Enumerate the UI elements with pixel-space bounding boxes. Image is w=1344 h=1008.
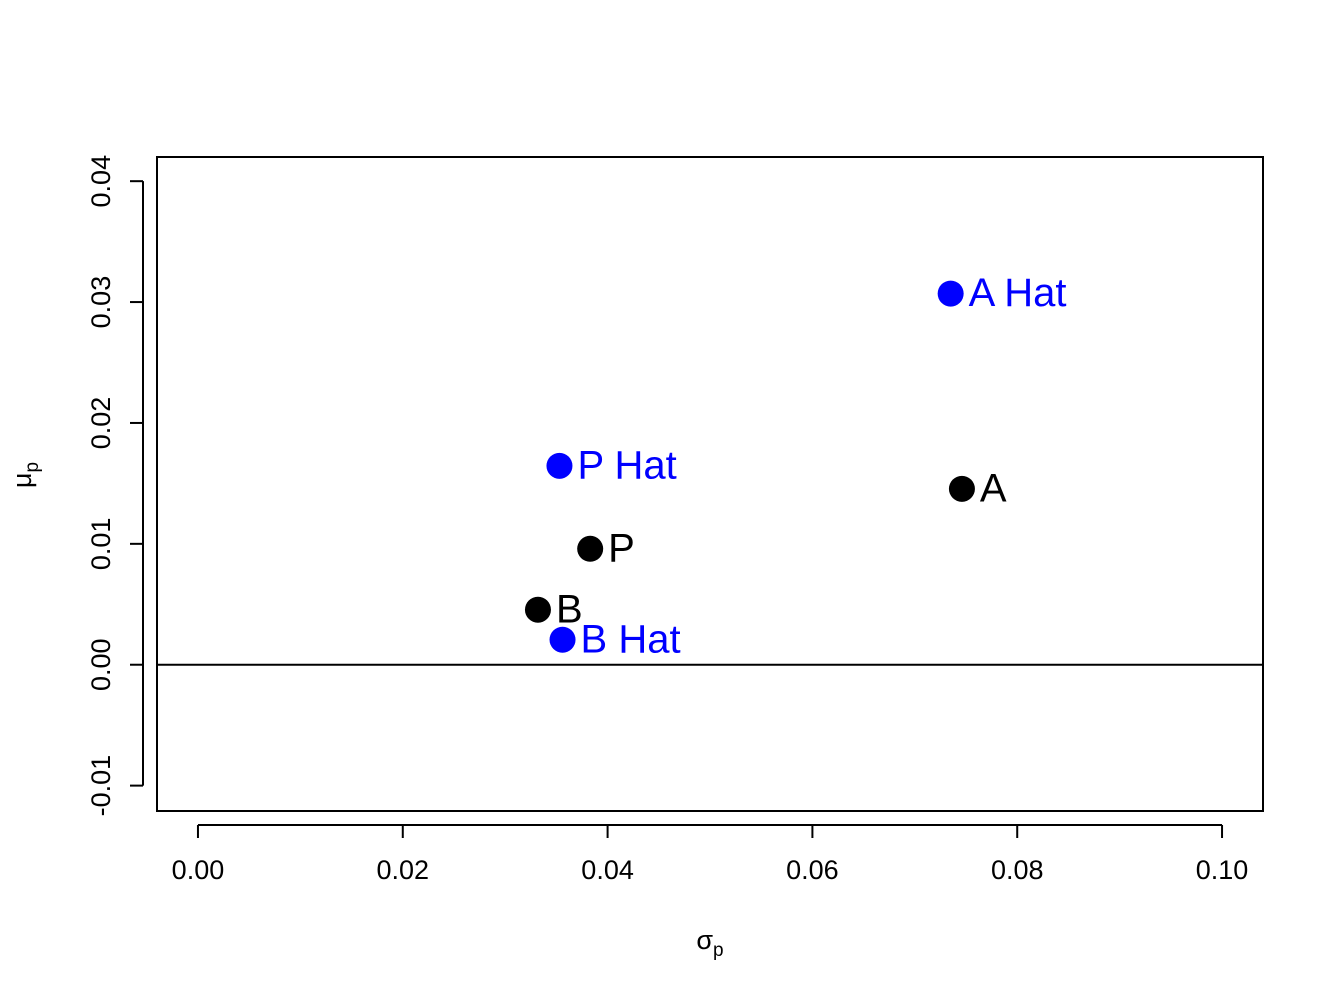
point bbox=[546, 452, 573, 479]
y-tick-label: 0.00 bbox=[86, 638, 116, 691]
point bbox=[524, 596, 551, 623]
point-label: P Hat bbox=[577, 443, 676, 487]
x-tick-label: 0.00 bbox=[172, 855, 225, 885]
point bbox=[549, 626, 576, 653]
y-tick-label: 0.02 bbox=[86, 397, 116, 450]
x-tick-label: 0.04 bbox=[581, 855, 634, 885]
x-tick-label: 0.08 bbox=[991, 855, 1044, 885]
point bbox=[948, 475, 975, 502]
plot-frame bbox=[156, 156, 1264, 812]
point-label: B Hat bbox=[581, 617, 681, 661]
point bbox=[577, 535, 604, 562]
x-tick-label: 0.02 bbox=[376, 855, 429, 885]
point bbox=[937, 280, 964, 307]
x-axis-title: σp bbox=[696, 925, 723, 961]
y-axis-symbol: μ bbox=[7, 473, 37, 489]
y-tick-label: 0.01 bbox=[86, 518, 116, 571]
y-axis-subscript: p bbox=[22, 462, 43, 473]
y-axis-title: μp bbox=[7, 462, 43, 488]
x-axis-symbol: σ bbox=[696, 925, 713, 955]
x-tick-label: 0.06 bbox=[786, 855, 839, 885]
point-label: A bbox=[980, 466, 1007, 510]
point-label: B bbox=[556, 587, 583, 631]
y-tick-label: 0.04 bbox=[86, 155, 116, 208]
y-tick-label: -0.01 bbox=[86, 755, 116, 817]
y-tick-label: 0.03 bbox=[86, 276, 116, 329]
point-label: P bbox=[608, 526, 635, 570]
point-label: A Hat bbox=[969, 271, 1067, 315]
x-tick-label: 0.10 bbox=[1196, 855, 1249, 885]
x-axis-subscript: p bbox=[713, 940, 724, 961]
